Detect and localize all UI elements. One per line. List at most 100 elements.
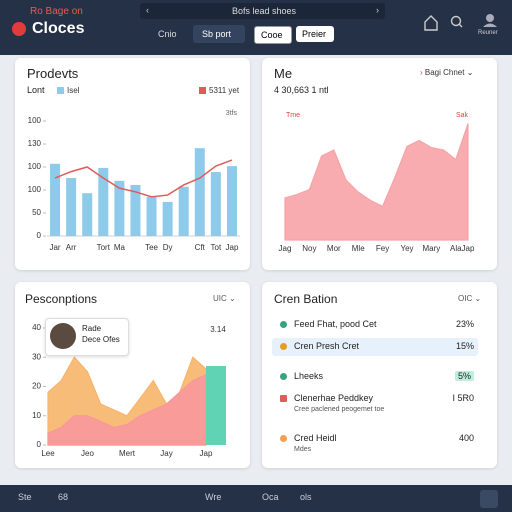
item-label: Feed Fhat, pood Cet bbox=[294, 319, 377, 329]
list-item: Feed Fhat, pood Cet 23% bbox=[272, 316, 478, 334]
list-item: Lheeks 5% bbox=[272, 368, 478, 386]
area bbox=[47, 373, 207, 446]
button-label: Cooe bbox=[261, 30, 283, 40]
dropdown[interactable]: UIC ⌄ bbox=[213, 294, 236, 303]
bar bbox=[226, 166, 237, 236]
search-icon[interactable] bbox=[450, 15, 462, 27]
x-tick-label: Jap bbox=[462, 244, 475, 253]
button-label: Preier bbox=[302, 29, 327, 39]
x-tick-label: Jay bbox=[160, 449, 172, 458]
annotation: Tme bbox=[286, 112, 300, 119]
list-item: Cred Heidl Mdes 400 bbox=[272, 430, 478, 458]
item-value: I 5R0 bbox=[452, 393, 474, 403]
header: Ro Bage on Cloces ‹ Bofs lead shoes › Cn… bbox=[0, 0, 512, 55]
bar-chart: Isel 5311 yet 3tfs 0 50 100 100 130 100 Jar Arr Tor… bbox=[28, 86, 240, 252]
x-tick-label: Mle bbox=[352, 244, 365, 253]
item-label: Cred Heidl bbox=[294, 433, 337, 443]
item-value: 400 bbox=[458, 433, 474, 443]
avatar[interactable] bbox=[486, 14, 494, 22]
bar bbox=[206, 366, 226, 445]
tagline: Ro Bage on bbox=[30, 6, 83, 17]
legend-label: Lont bbox=[27, 85, 45, 95]
item-icon bbox=[280, 435, 287, 442]
x-tick-label: Cft bbox=[195, 243, 206, 252]
home-icon[interactable] bbox=[424, 15, 438, 31]
y-tick-label: 40 bbox=[32, 323, 41, 332]
bar bbox=[146, 196, 157, 236]
tab[interactable]: Sb port bbox=[202, 29, 232, 39]
y-tick-label: 100 bbox=[28, 185, 42, 194]
card-title: Pesconptions bbox=[25, 292, 98, 306]
list-item: Clenerhae Peddkey Cree paclened peogemet … bbox=[272, 390, 478, 418]
profile-avatar bbox=[50, 323, 76, 349]
line bbox=[54, 159, 233, 198]
x-tick-label: Jeo bbox=[81, 449, 94, 458]
x-tick-label: Jap bbox=[200, 449, 213, 458]
footer-item: ols bbox=[300, 492, 312, 502]
dropdown-label: Bagi Chnet bbox=[424, 68, 465, 77]
search-bar[interactable]: ‹ Bofs lead shoes › bbox=[140, 3, 385, 19]
button[interactable]: Cooe bbox=[254, 26, 292, 44]
avatar-body bbox=[483, 23, 497, 27]
annotation: Sak bbox=[456, 112, 469, 119]
item-icon bbox=[280, 321, 287, 328]
footer-button[interactable] bbox=[480, 490, 498, 508]
annotation: 3.14 bbox=[210, 325, 226, 334]
user-name: Reuner bbox=[478, 30, 498, 36]
item-label: Cren Presh Cret bbox=[294, 341, 360, 351]
profile-role: Dece Ofes bbox=[82, 335, 120, 344]
area-chart: 0 10 20 30 40 3.14 Lee Jeo Mert Jay Jap bbox=[32, 323, 226, 458]
bar bbox=[50, 163, 61, 236]
y-tick-label: 0 bbox=[37, 440, 42, 449]
y-tick-label: 100 bbox=[28, 162, 42, 171]
dropdown-label: UIC bbox=[213, 294, 227, 303]
tab[interactable]: Cnio bbox=[158, 29, 177, 39]
button[interactable]: Preier bbox=[296, 26, 334, 42]
item-icon bbox=[280, 395, 287, 402]
legend-swatch bbox=[57, 87, 64, 94]
dropdown[interactable]: OIC ⌄ bbox=[458, 294, 482, 303]
legend-label: Isel bbox=[67, 86, 80, 95]
footer-item: Wre bbox=[205, 492, 222, 502]
x-tick-label: Jap bbox=[226, 243, 239, 252]
item-value: 5% bbox=[454, 371, 474, 381]
item-value: 23% bbox=[455, 319, 474, 329]
y-tick-label: 50 bbox=[32, 208, 41, 217]
x-tick-label: Ala bbox=[450, 244, 462, 253]
area-chart: Tme Sak Jag Noy Mor Mle Fey Yey Mary Ala Jap bbox=[279, 112, 475, 253]
x-tick-label: Mary bbox=[423, 244, 441, 253]
item-value: 15% bbox=[455, 341, 474, 351]
dropdown[interactable]: › Bagi Chnet ⌄ bbox=[420, 68, 474, 77]
back[interactable]: ‹ bbox=[146, 5, 149, 15]
tab-active[interactable] bbox=[193, 25, 245, 43]
x-tick-label: Jag bbox=[279, 244, 292, 253]
bar bbox=[130, 184, 141, 236]
item-sub: Mdes bbox=[294, 446, 312, 453]
logo bbox=[12, 22, 26, 36]
x-tick-label: Noy bbox=[302, 244, 316, 253]
area bbox=[284, 123, 469, 241]
dropdown-icon: › bbox=[420, 68, 425, 77]
y-tick-label: 20 bbox=[32, 382, 41, 391]
bar bbox=[82, 193, 93, 236]
y-tick-label: 0 bbox=[37, 231, 42, 240]
x-tick-label: Ma bbox=[114, 243, 126, 252]
search-text: Bofs lead shoes bbox=[232, 6, 297, 16]
bar bbox=[194, 148, 205, 236]
card-title: Cren Bation bbox=[274, 292, 338, 306]
bar bbox=[178, 186, 189, 236]
bar bbox=[98, 167, 109, 236]
y-tick-label: 10 bbox=[32, 411, 41, 420]
profile-popup: Rade Dece Ofes bbox=[45, 318, 129, 356]
item-label: Clenerhae Peddkey bbox=[294, 393, 374, 403]
profile-name: Rade bbox=[82, 324, 102, 333]
footer-item: Oca bbox=[262, 492, 279, 502]
y-tick-label: 100 bbox=[28, 116, 42, 125]
x-tick-label: Arr bbox=[66, 243, 77, 252]
card: Me 4 30,663 1 ntl › Bagi Chnet ⌄ Tme Sak J… bbox=[262, 58, 497, 270]
forward[interactable]: › bbox=[376, 5, 379, 15]
search-icon-handle bbox=[458, 23, 463, 28]
brand[interactable]: Cloces bbox=[32, 20, 85, 37]
x-tick-label: Mert bbox=[119, 449, 136, 458]
